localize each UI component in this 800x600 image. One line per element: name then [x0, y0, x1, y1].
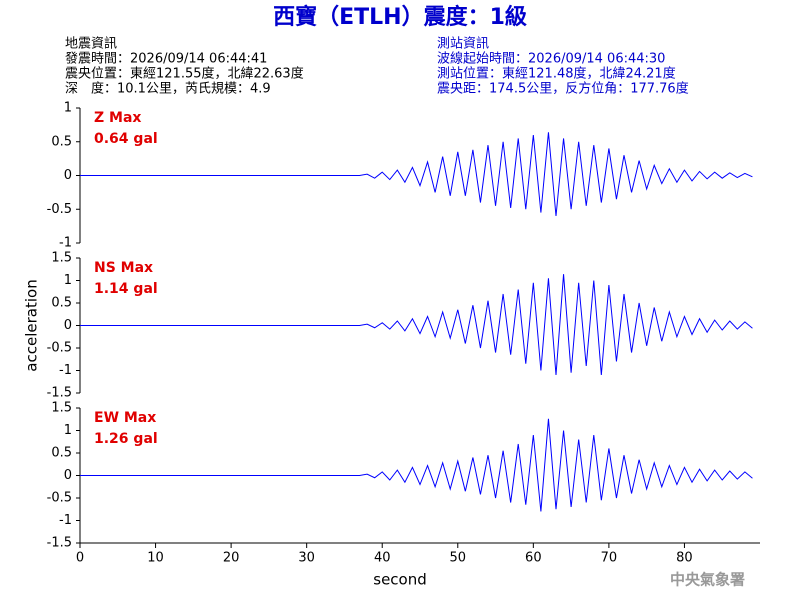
info-right: 震央距：174.5公里，反方位角：177.76度 — [437, 81, 689, 97]
x-tick-label: 10 — [147, 551, 164, 566]
y-tick-label: 0 — [64, 168, 72, 183]
footer: 中央氣象署 — [670, 571, 745, 589]
y-tick-label: 0.5 — [51, 446, 72, 461]
y-axis-label: acceleration — [23, 279, 41, 371]
y-tick-label: -0.5 — [47, 202, 72, 217]
info-left: 深 度：10.1公里，芮氏規模：4.9 — [65, 81, 271, 97]
y-tick-label: -0.5 — [47, 341, 72, 356]
max-label: Z Max — [94, 110, 141, 126]
info-left: 地震資訊 — [65, 37, 117, 52]
info-left: 發震時間：2026/09/14 06:44:41 — [65, 52, 267, 67]
waveform — [80, 418, 753, 512]
y-tick-label: 1.5 — [51, 401, 72, 416]
y-tick-label: -1 — [59, 363, 72, 378]
info-left: 震央位置：東經121.55度，北緯22.63度 — [65, 66, 304, 82]
x-tick-label: 40 — [374, 551, 391, 566]
max-label: EW Max — [94, 410, 156, 426]
y-tick-label: -1.5 — [47, 386, 72, 401]
max-label: 1.26 gal — [94, 431, 158, 447]
info-right: 波線起始時間：2026/09/14 06:44:30 — [437, 51, 665, 67]
y-tick-label: 1 — [64, 101, 72, 116]
x-tick-label: 0 — [76, 551, 84, 566]
waveform — [80, 274, 753, 376]
title: 西寶（ETLH）震度：1級 — [273, 4, 527, 30]
x-tick-label: 80 — [676, 551, 693, 566]
y-tick-label: -1 — [59, 513, 72, 528]
y-tick-label: 0 — [64, 468, 72, 483]
info-right: 測站位置：東經121.48度，北緯24.21度 — [437, 66, 676, 82]
y-tick-label: -1.5 — [47, 536, 72, 551]
x-tick-label: 70 — [601, 551, 618, 566]
x-tick-label: 50 — [450, 551, 467, 566]
x-axis-label: second — [373, 571, 427, 589]
max-label: NS Max — [94, 260, 153, 276]
y-tick-label: 1 — [64, 273, 72, 288]
waveform — [80, 132, 753, 217]
x-tick-label: 60 — [525, 551, 542, 566]
y-tick-label: 1 — [64, 423, 72, 438]
max-label: 0.64 gal — [94, 131, 158, 147]
info-right: 測站資訊 — [437, 37, 489, 52]
y-tick-label: -0.5 — [47, 491, 72, 506]
max-label: 1.14 gal — [94, 281, 158, 297]
y-tick-label: 0.5 — [51, 296, 72, 311]
x-tick-label: 20 — [223, 551, 240, 566]
y-tick-label: 0 — [64, 318, 72, 333]
y-tick-label: -1 — [59, 236, 72, 251]
y-tick-label: 1.5 — [51, 251, 72, 266]
x-tick-label: 30 — [298, 551, 315, 566]
y-tick-label: 0.5 — [51, 134, 72, 149]
